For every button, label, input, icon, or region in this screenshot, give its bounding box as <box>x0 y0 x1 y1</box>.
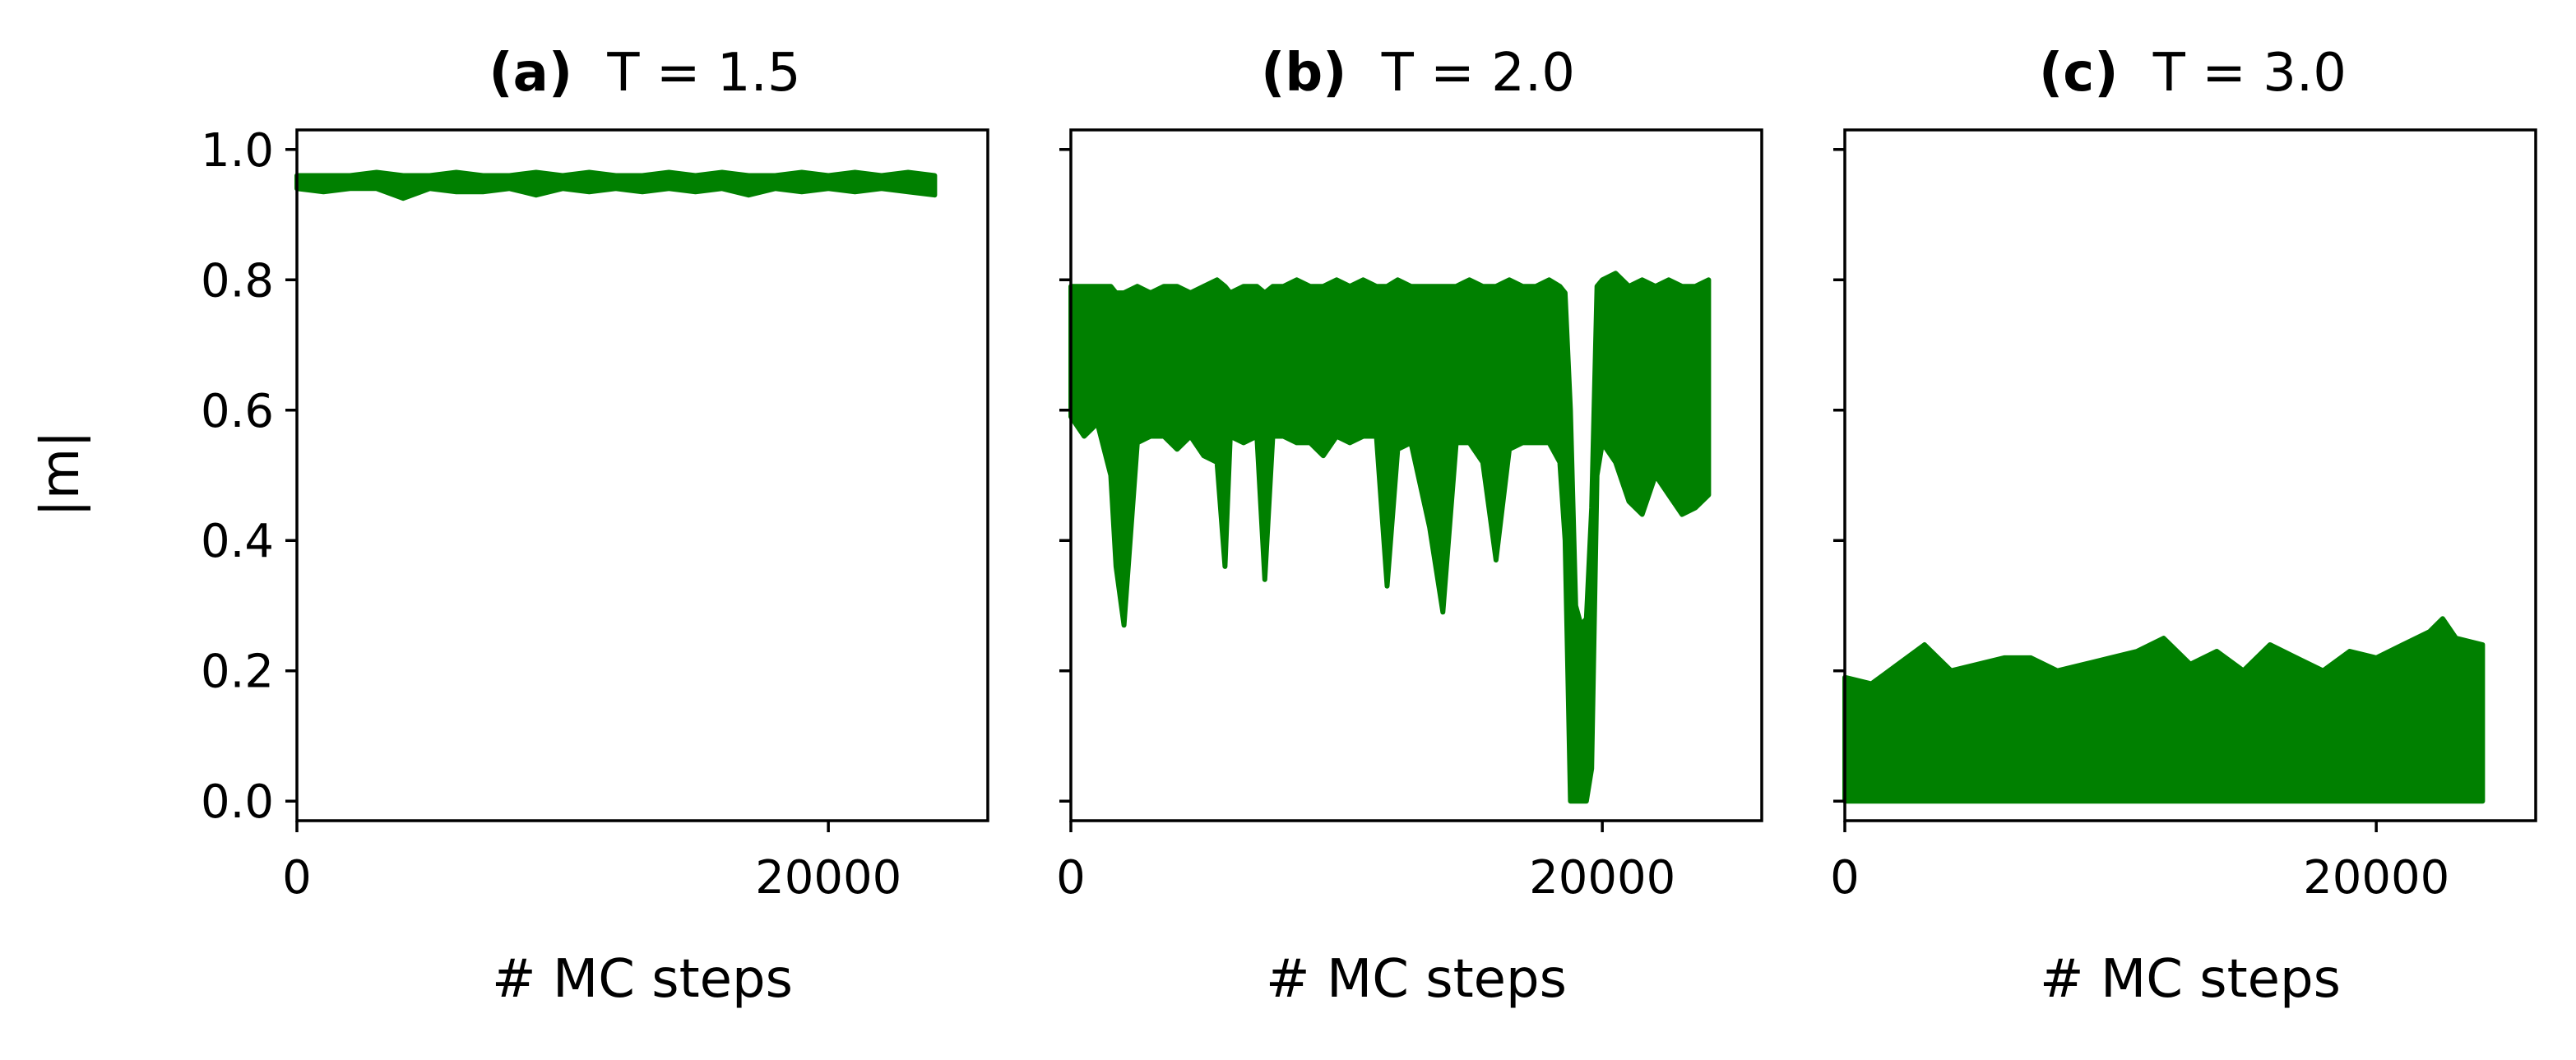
x-tick-label: 20000 <box>1529 851 1675 905</box>
line-series <box>294 169 938 201</box>
series-band-0 <box>1068 271 1712 804</box>
y-tick-label: 0.0 <box>201 775 274 829</box>
line-series <box>1842 616 2486 804</box>
panel-title: (c) T = 3.0 <box>2039 43 2347 104</box>
panel-title: (b) T = 2.0 <box>1261 43 1575 104</box>
series-band-0 <box>294 169 938 201</box>
x-tick-label: 0 <box>1830 851 1860 905</box>
panel-title-text: T = 3.0 <box>2152 43 2347 104</box>
y-tick-label: 1.0 <box>201 124 274 178</box>
y-tick-label: 0.4 <box>201 515 274 568</box>
x-tick-label: 20000 <box>2303 851 2449 905</box>
axis-ticks: 0 20000 <box>1056 148 1675 905</box>
panel-title-text: T = 1.5 <box>606 43 800 104</box>
plot-frame <box>295 128 989 822</box>
line-series <box>1068 271 1712 804</box>
panel-c: (c) T = 3.0 0 20000 # MC steps <box>1830 43 2537 1010</box>
plot-frame <box>1069 128 1763 822</box>
y-tick-label: 0.8 <box>201 254 274 308</box>
y-axis-label: |m| <box>30 430 91 516</box>
axis-ticks: 0 20000 <box>1830 148 2449 905</box>
plot-frame <box>1843 128 2537 822</box>
x-tick-label: 0 <box>282 851 312 905</box>
x-tick-label: 20000 <box>755 851 901 905</box>
panel-title-tag: (a) <box>489 43 572 104</box>
panel-a: (a) T = 1.5 0.0 0.2 0.4 0.6 0.8 1.0 0 20000 # M… <box>201 43 989 1010</box>
y-tick-label: 0.6 <box>201 385 274 438</box>
series-band-0 <box>1842 616 2486 804</box>
x-axis-label: # MC steps <box>2040 949 2341 1010</box>
panel-title-text: T = 2.0 <box>1381 43 1575 104</box>
panel-title: (a) T = 1.5 <box>489 43 800 104</box>
panel-title-tag: (c) <box>2039 43 2118 104</box>
panel-title-tag: (b) <box>1261 43 1346 104</box>
x-axis-label: # MC steps <box>1266 949 1567 1010</box>
axis-ticks: 0.0 0.2 0.4 0.6 0.8 1.0 0 20000 <box>201 124 901 905</box>
panel-b: (b) T = 2.0 0 20000 # MC steps <box>1056 43 1763 1010</box>
x-axis-label: # MC steps <box>492 949 793 1010</box>
x-tick-label: 0 <box>1056 851 1086 905</box>
y-tick-label: 0.2 <box>201 646 274 699</box>
